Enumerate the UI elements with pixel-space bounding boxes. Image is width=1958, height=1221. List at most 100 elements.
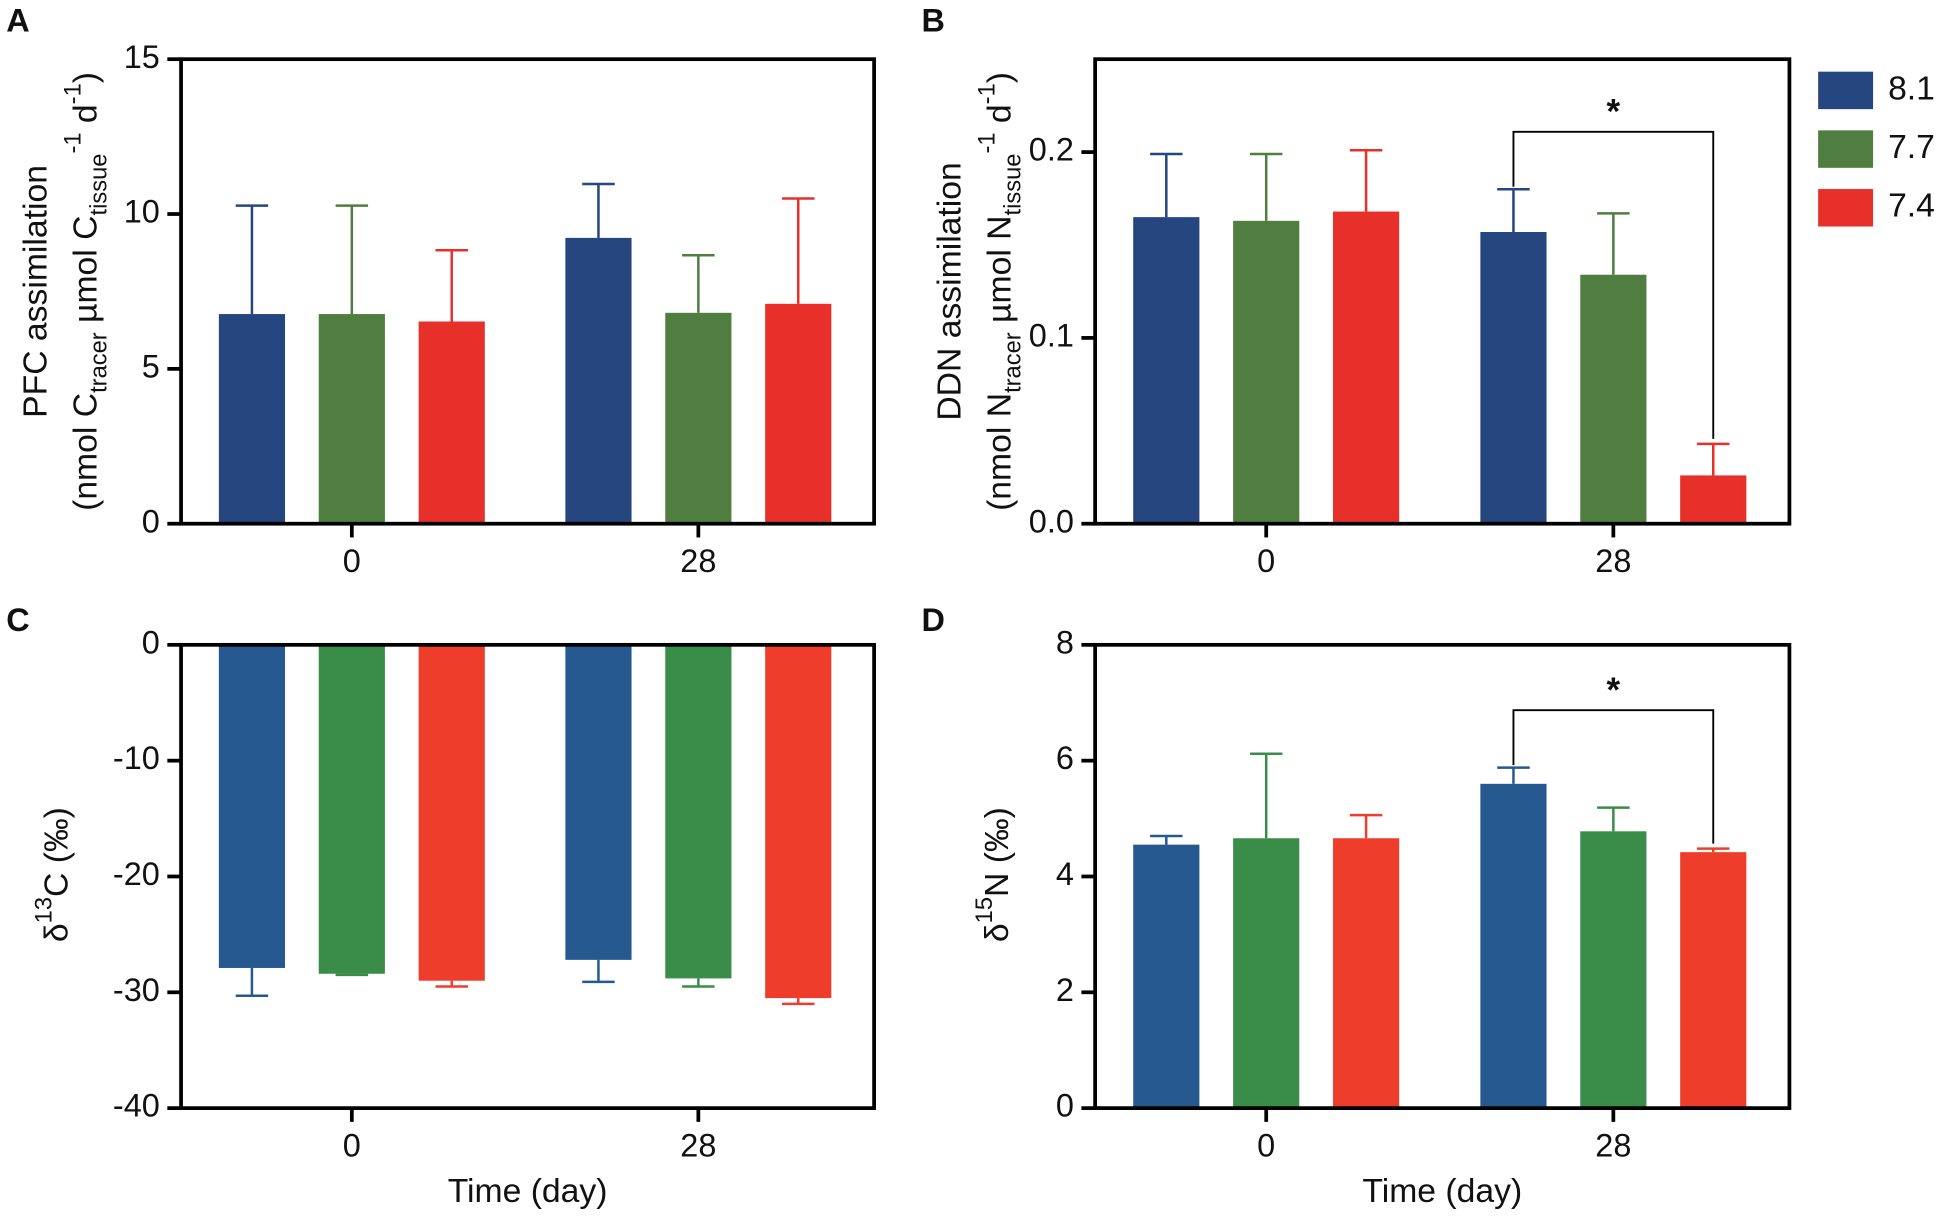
x-axis-label: Time (day) bbox=[448, 1172, 608, 1210]
x-tick-label: 0 bbox=[1257, 1128, 1275, 1164]
legend-swatch bbox=[1818, 71, 1874, 110]
x-tick-label: 28 bbox=[680, 1128, 716, 1164]
x-tick-label: 28 bbox=[680, 543, 716, 579]
x-tick-label: 28 bbox=[1595, 1128, 1631, 1164]
bar bbox=[765, 303, 832, 524]
y-axis-label-part: (nmol C bbox=[66, 393, 104, 511]
bar bbox=[1480, 783, 1547, 1109]
y-axis-label-part: -1 bbox=[975, 132, 1001, 153]
plot-frame bbox=[1093, 642, 1792, 1110]
legend-swatch bbox=[1818, 130, 1874, 168]
panel-label: D bbox=[922, 602, 945, 638]
y-axis-label-part: d bbox=[980, 104, 1018, 132]
y-axis-label-part: 13 bbox=[32, 897, 58, 923]
y-axis-label-part: DDN assimilation bbox=[930, 162, 968, 420]
y-axis-label-part: -1 bbox=[61, 132, 87, 153]
plot-frame bbox=[179, 642, 876, 1110]
legend-label: 8.1 bbox=[1888, 69, 1935, 107]
y-axis-label-part: -1 bbox=[61, 83, 87, 104]
bar bbox=[1333, 211, 1400, 524]
bar bbox=[765, 644, 832, 999]
y-axis-label-part: δ bbox=[38, 923, 76, 942]
panel-label: C bbox=[6, 602, 29, 638]
y-axis-label: (nmol Ntracer µmol Ntissue-1 d-1) bbox=[975, 72, 1027, 511]
y-tick-label: 15 bbox=[124, 39, 160, 75]
y-axis-label-part: (nmol N bbox=[980, 393, 1018, 511]
error-bar bbox=[335, 204, 369, 315]
bar bbox=[418, 321, 485, 524]
y-tick-label: 10 bbox=[124, 194, 160, 230]
y-tick-label: 4 bbox=[1056, 856, 1074, 892]
x-tick-label: 0 bbox=[343, 1128, 361, 1164]
significance-label: * bbox=[1607, 671, 1621, 710]
y-tick-label: 0.0 bbox=[1029, 503, 1074, 539]
bar bbox=[665, 644, 732, 979]
bar bbox=[1233, 220, 1300, 524]
y-axis-label-part: N (‰) bbox=[978, 807, 1016, 897]
y-tick-label: 5 bbox=[142, 348, 160, 384]
y-axis-label-part: -1 bbox=[975, 83, 1001, 104]
y-tick-label: 0.2 bbox=[1029, 132, 1074, 168]
error-bar bbox=[582, 959, 615, 984]
bar bbox=[418, 644, 485, 981]
x-tick-label: 0 bbox=[1257, 543, 1275, 579]
legend-label: 7.4 bbox=[1888, 187, 1935, 225]
error-bar bbox=[1597, 212, 1630, 275]
bar bbox=[1233, 838, 1300, 1109]
error-bar bbox=[435, 980, 468, 988]
y-tick-label: -30 bbox=[113, 972, 160, 1008]
bar bbox=[1133, 844, 1200, 1109]
y-axis-label-part: C (‰) bbox=[38, 807, 76, 897]
error-bar bbox=[1349, 813, 1383, 839]
y-tick-label: 0 bbox=[1056, 1088, 1074, 1124]
error-bar bbox=[682, 978, 715, 988]
error-bar bbox=[1697, 847, 1730, 853]
error-bar bbox=[582, 182, 615, 238]
y-axis-label-part: µmol N bbox=[980, 215, 1018, 332]
error-bar bbox=[1249, 152, 1283, 221]
error-bar bbox=[1497, 766, 1530, 784]
y-axis-label: δ15N (‰) bbox=[972, 807, 1016, 942]
y-axis-label: (nmol Ctracer µmol Ctissue-1 d-1) bbox=[61, 72, 113, 511]
y-tick-label: -20 bbox=[113, 856, 160, 892]
panel-label: A bbox=[6, 3, 29, 39]
error-bar bbox=[1349, 148, 1383, 212]
bar bbox=[318, 644, 385, 974]
x-tick-label: 28 bbox=[1595, 543, 1631, 579]
y-axis-label: δ13C (‰) bbox=[32, 807, 76, 942]
bar bbox=[318, 314, 385, 524]
y-axis-label-part: µmol C bbox=[66, 215, 104, 332]
error-bar bbox=[1150, 834, 1183, 845]
y-tick-label: 6 bbox=[1056, 740, 1074, 776]
bar bbox=[218, 314, 286, 524]
y-axis-label: PFC assimilation bbox=[16, 165, 54, 418]
bar bbox=[218, 644, 286, 968]
y-tick-label: 0.1 bbox=[1029, 317, 1074, 353]
y-axis-label-part: tissue bbox=[1001, 154, 1027, 216]
significance-bracket bbox=[1512, 130, 1715, 439]
bar bbox=[1480, 231, 1547, 524]
y-axis-label-part: ) bbox=[66, 72, 104, 83]
bar bbox=[1333, 838, 1400, 1109]
y-axis-label-part: ) bbox=[980, 72, 1018, 83]
y-tick-label: 0 bbox=[142, 503, 160, 539]
bar bbox=[1680, 475, 1747, 524]
y-axis-label-part: tissue bbox=[87, 154, 113, 216]
bar bbox=[1580, 274, 1647, 524]
y-axis-label-part: d bbox=[66, 104, 104, 132]
y-axis-label: DDN assimilation bbox=[930, 162, 968, 420]
x-axis-label: Time (day) bbox=[1362, 1172, 1522, 1210]
y-axis-label-part: tracer bbox=[87, 332, 113, 393]
y-tick-label: 2 bbox=[1056, 972, 1074, 1008]
bar bbox=[1580, 831, 1647, 1109]
error-bar bbox=[1150, 152, 1183, 218]
y-axis-label-part: PFC assimilation bbox=[16, 165, 54, 418]
y-tick-label: -10 bbox=[113, 740, 160, 776]
plot-frame bbox=[1093, 57, 1792, 526]
error-bar bbox=[1497, 188, 1530, 232]
x-tick-label: 0 bbox=[343, 543, 361, 579]
error-bar bbox=[782, 197, 815, 304]
significance-label: * bbox=[1607, 93, 1621, 132]
